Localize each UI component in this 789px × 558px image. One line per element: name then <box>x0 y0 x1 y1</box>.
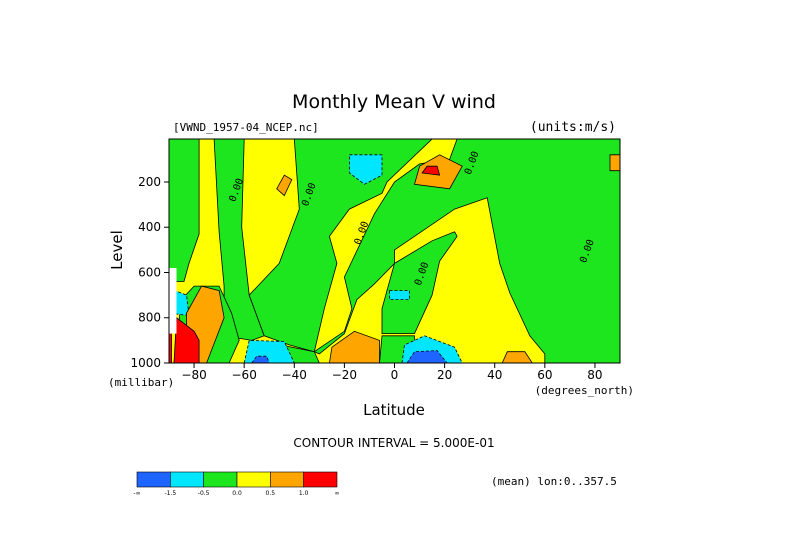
y-tick-label-1: 400 <box>138 220 161 234</box>
x-tick-label-3: −20 <box>332 368 357 382</box>
plot-area <box>169 139 620 363</box>
x-axis-ticks: −80 −60 −40 −20 0 20 40 60 80 <box>181 363 603 382</box>
region-green-2 <box>248 139 433 353</box>
colorbar-swatch-2 <box>203 471 238 488</box>
region-green-4 <box>381 231 458 335</box>
region-green-1 <box>213 139 265 341</box>
x-axis-units: (degrees_north) <box>535 384 634 397</box>
mean-note: (mean) lon:0..357.5 <box>491 475 617 488</box>
region-white-0 <box>169 268 177 334</box>
region-orange-3 <box>328 330 380 363</box>
chart-title: Monthly Mean V wind <box>292 91 496 113</box>
x-tick-label-6: 40 <box>487 368 502 382</box>
colorbar-label-0: -∞ <box>133 490 140 497</box>
region-orange-4 <box>501 351 533 363</box>
colorbar-label-4: 0.5 <box>266 490 276 497</box>
colorbar-swatch-5 <box>303 471 338 488</box>
x-tick-label-0: −80 <box>181 368 206 382</box>
region-green-0 <box>169 139 200 282</box>
y-tick-label-2: 600 <box>138 265 161 279</box>
contour-interval-text: CONTOUR INTERVAL = 5.000E-01 <box>293 436 494 450</box>
region-cyan-0 <box>348 154 383 185</box>
x-tick-label-7: 60 <box>537 368 552 382</box>
colorbar-label-5: 1.0 <box>299 490 309 497</box>
x-tick-label-4: 0 <box>391 368 399 382</box>
colorbar: -∞ -1.5 -0.5 0.0 0.5 1.0 ∞ <box>133 471 340 497</box>
y-axis-units: (millibar) <box>108 376 174 389</box>
y-tick-label-0: 200 <box>138 175 161 189</box>
region-blue-1 <box>251 355 270 363</box>
x-tick-label-8: 80 <box>587 368 602 382</box>
colorbar-swatch-3 <box>236 471 271 488</box>
dataset-label: [VWND_1957-04_NCEP.nc] <box>173 121 319 134</box>
region-orange-1 <box>276 174 293 197</box>
x-tick-label-5: 20 <box>437 368 452 382</box>
y-axis-label: Level <box>108 230 126 270</box>
colorbar-swatch-4 <box>270 471 304 488</box>
y-axis-ticks: 200 400 600 800 1000 <box>130 175 169 370</box>
colorbar-label-1: -1.5 <box>164 490 176 497</box>
region-green-3 <box>313 139 620 363</box>
region-red-0 <box>421 165 441 176</box>
y-tick-label-3: 800 <box>138 311 161 325</box>
x-tick-label-1: −60 <box>232 368 257 382</box>
region-blue-0 <box>406 350 448 363</box>
colorbar-swatch-0 <box>136 471 171 488</box>
colorbar-label-3: 0.0 <box>232 490 242 497</box>
x-tick-label-2: −40 <box>282 368 307 382</box>
units-label: (units:m/s) <box>530 120 616 135</box>
x-axis-label: Latitude <box>363 401 425 419</box>
region-cyan-1 <box>389 290 410 301</box>
region-orange-5 <box>609 154 620 172</box>
y-tick-label-4: 1000 <box>130 356 161 370</box>
colorbar-swatch-1 <box>170 471 204 488</box>
colorbar-label-2: -0.5 <box>198 490 210 497</box>
colorbar-label-6: ∞ <box>335 490 340 497</box>
